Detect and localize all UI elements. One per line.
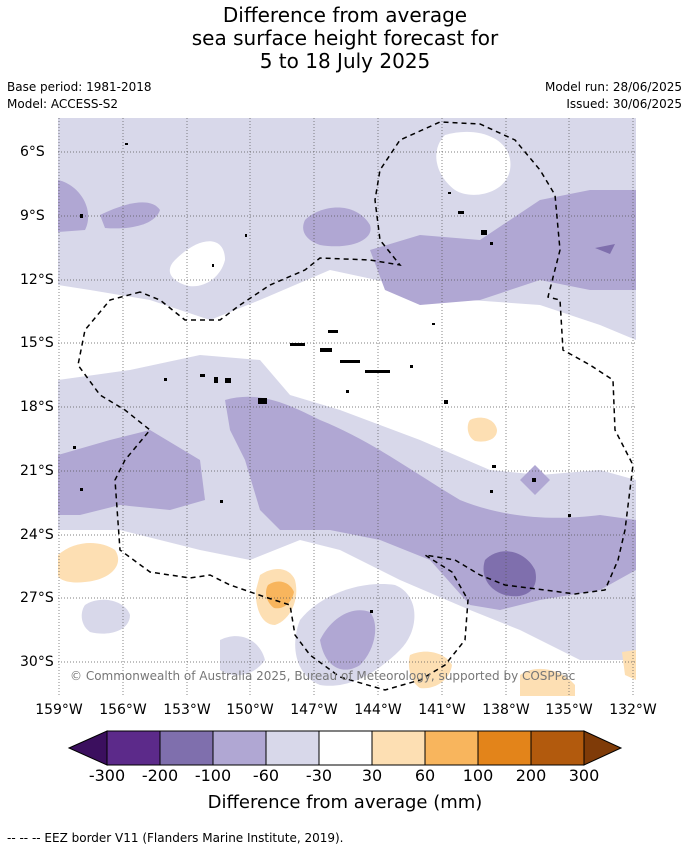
colorbar-swatch <box>318 730 373 766</box>
base-period-text: Base period: 1981-2018 <box>7 80 152 94</box>
colorbar-label: -100 <box>194 766 232 785</box>
lon-label: 147°W <box>290 702 338 718</box>
lat-label: 18°S <box>20 399 54 415</box>
title-line-2: sea surface height forecast for <box>191 26 499 50</box>
lon-label: 150°W <box>226 702 274 718</box>
colorbar-swatch <box>424 730 479 766</box>
lon-label: 138°W <box>482 702 530 718</box>
lat-label: 24°S <box>20 527 54 543</box>
colorbar-label: 60 <box>414 766 436 785</box>
lon-label: 132°W <box>609 702 657 718</box>
colorbar-swatch-min <box>67 730 108 766</box>
lat-label: 21°S <box>20 463 54 479</box>
colorbar-label: -30 <box>305 766 333 785</box>
lat-label: 6°S <box>20 144 45 160</box>
issued-text: Issued: 30/06/2025 <box>566 97 682 111</box>
lon-label: 144°W <box>354 702 402 718</box>
title-line-1: Difference from average <box>222 3 468 27</box>
colorbar-label: -60 <box>252 766 280 785</box>
colorbar-title: Difference from average (mm) <box>207 792 483 813</box>
colorbar-swatch <box>477 730 532 766</box>
colorbar-label: 300 <box>568 766 600 785</box>
lat-label: 15°S <box>20 335 54 351</box>
lat-label: 9°S <box>20 208 45 224</box>
lon-label: 141°W <box>418 702 466 718</box>
title-line-3: 5 to 18 July 2025 <box>259 49 431 73</box>
colorbar-swatch-max <box>583 730 623 766</box>
colorbar-label: 200 <box>515 766 547 785</box>
lon-label: 153°W <box>163 702 211 718</box>
eez-legend-note: -- -- -- EEZ border V11 (Flanders Marine… <box>7 831 344 845</box>
lat-label: 27°S <box>20 590 54 606</box>
colorbar-label: -300 <box>88 766 126 785</box>
lat-label: 12°S <box>20 272 54 288</box>
colorbar-swatch <box>212 730 267 766</box>
colorbar-swatch <box>371 730 426 766</box>
colorbar-swatch <box>265 730 320 766</box>
lon-label: 135°W <box>545 702 593 718</box>
eez-border <box>77 121 634 691</box>
lon-label: 156°W <box>99 702 147 718</box>
colorbar-swatch <box>530 730 585 766</box>
colorbar-label: 100 <box>462 766 494 785</box>
colorbar-swatch <box>106 730 161 766</box>
lat-label: 30°S <box>20 654 54 670</box>
islands <box>73 143 571 613</box>
colorbar-swatch <box>159 730 214 766</box>
lon-label: 159°W <box>35 702 83 718</box>
colorbar-label: -200 <box>141 766 179 785</box>
gridlines <box>58 118 636 696</box>
copyright-text: © Commonwealth of Australia 2025, Bureau… <box>70 669 576 683</box>
model-run-text: Model run: 28/06/2025 <box>544 80 682 94</box>
colorbar-label: 30 <box>361 766 383 785</box>
model-text: Model: ACCESS-S2 <box>7 97 119 111</box>
